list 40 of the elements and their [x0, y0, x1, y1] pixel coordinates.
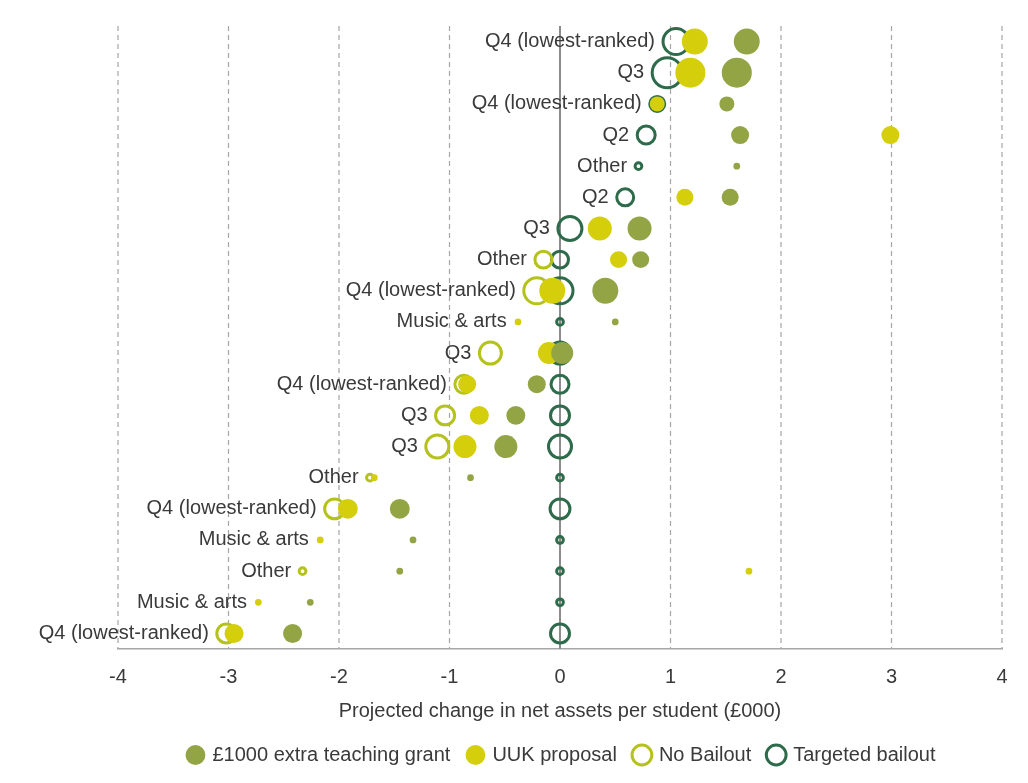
- y-tick-label: Q3: [400, 402, 428, 425]
- point: [615, 187, 636, 208]
- x-tick-label: 4: [996, 664, 1008, 687]
- legend-label: UUK proposal: [492, 742, 617, 765]
- point: [549, 404, 571, 427]
- y-tick-label: Q4 (lowest-ranked): [276, 371, 447, 394]
- x-tick-label: 0: [554, 664, 566, 687]
- legend-label: No Bailout: [658, 742, 752, 765]
- point: [548, 497, 572, 521]
- y-tick-label: Music & arts: [396, 309, 507, 332]
- x-tick-label: -4: [109, 664, 127, 687]
- x-tick-label: -3: [219, 664, 238, 687]
- y-tick-label: Other: [241, 558, 292, 581]
- x-tick-label: -1: [440, 664, 459, 687]
- point: [635, 124, 657, 146]
- x-tick-label: 3: [885, 664, 898, 687]
- point: [434, 404, 457, 427]
- y-tick-label: Q2: [582, 184, 609, 207]
- y-tick-label: Music & arts: [136, 589, 247, 612]
- x-tick-label: -2: [330, 664, 348, 687]
- x-tick-label: 2: [775, 664, 787, 687]
- y-tick-label: Other: [308, 465, 359, 488]
- x-tick-label: 1: [664, 664, 677, 687]
- point: [533, 249, 554, 270]
- y-tick-label: Q4 (lowest-ranked): [345, 278, 516, 301]
- y-tick-label: Q4 (lowest-ranked): [38, 620, 209, 643]
- y-tick-label: Q3: [391, 434, 418, 457]
- legend-label: £1000 extra teaching grant: [212, 742, 451, 765]
- y-tick-label: Q3: [523, 215, 550, 238]
- y-tick-label: Other: [476, 247, 528, 270]
- y-tick-label: Music & arts: [198, 527, 309, 550]
- x-axis-title: Projected change in net assets per student (£000): [338, 698, 782, 721]
- y-tick-label: Q3: [444, 340, 472, 363]
- y-tick-label: Other: [577, 153, 628, 176]
- legend-label: Targeted bailout: [793, 742, 936, 765]
- y-tick-label: Q3: [617, 60, 645, 83]
- y-tick-label: Q4 (lowest-ranked): [146, 496, 317, 519]
- point: [549, 622, 571, 645]
- y-tick-label: Q2: [602, 122, 630, 145]
- point: [549, 373, 571, 395]
